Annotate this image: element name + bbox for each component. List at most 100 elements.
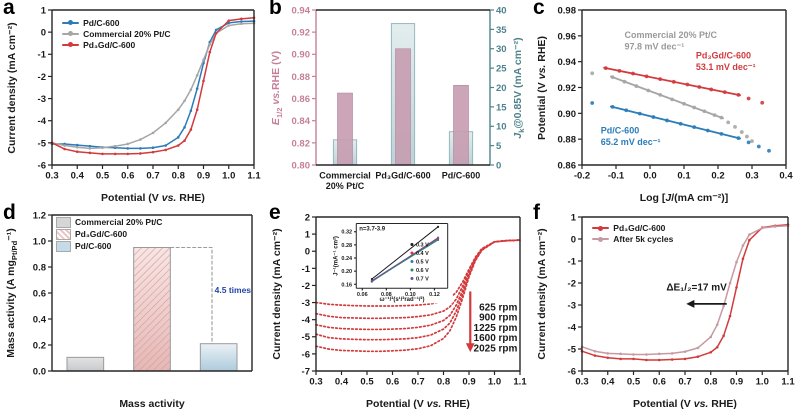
svg-text:97.8 mV dec⁻¹: 97.8 mV dec⁻¹ (625, 41, 685, 51)
panel-letter-f: f (533, 201, 540, 224)
svg-text:0.5: 0.5 (96, 171, 110, 182)
svg-text:0.94: 0.94 (558, 57, 577, 68)
svg-text:-4: -4 (38, 116, 47, 127)
svg-text:4.5 times: 4.5 times (215, 285, 252, 295)
panel-e: e 0.3 0.4 0.5 0.6 0.7 0.8 0.9 1.0 1.1 -7 -6 -5 -4 -3 -… (266, 201, 530, 411)
svg-text:ω⁻¹/²(s¹/²rad⁻¹/²): ω⁻¹/²(s¹/²rad⁻¹/²) (379, 296, 424, 303)
svg-text:0.6: 0.6 (121, 171, 134, 182)
svg-text:1.0: 1.0 (222, 171, 235, 182)
chart-b-halfwave-kinetic-bars: 0.80 0.82 0.84 0.86 0.88 0.90 0.92 0.94 0 5 10 15 20… (266, 0, 530, 210)
x-axis-label-c: Log [J/(mA cm⁻²)] (639, 192, 729, 204)
svg-text:0.16: 0.16 (341, 282, 352, 288)
svg-text:0.7: 0.7 (678, 377, 691, 388)
svg-text:0.88: 0.88 (558, 135, 577, 146)
legend-label: Pd₃Gd/C-600 (83, 39, 136, 50)
svg-text:-5: -5 (302, 332, 311, 343)
legend-label: Pd/C-600 (75, 241, 112, 252)
svg-text:20: 20 (496, 83, 507, 94)
svg-text:0.3: 0.3 (45, 171, 58, 182)
svg-text:0.3: 0.3 (745, 171, 758, 182)
svg-text:40: 40 (496, 5, 507, 16)
svg-text:0.3: 0.3 (309, 377, 322, 388)
svg-text:0.92: 0.92 (292, 28, 311, 39)
svg-text:0.3 V: 0.3 V (416, 242, 429, 248)
svg-text:-0.1: -0.1 (608, 171, 625, 182)
legend-item: Commercial 20% Pt/C (62, 29, 171, 39)
svg-text:0.86: 0.86 (292, 94, 311, 105)
svg-text:-2: -2 (38, 72, 46, 83)
svg-text:-5: -5 (568, 344, 577, 355)
svg-text:0: 0 (41, 28, 46, 39)
svg-text:0.8: 0.8 (437, 377, 450, 388)
svg-text:-6: -6 (302, 349, 310, 360)
svg-text:25: 25 (496, 64, 507, 75)
y-axis-label-e: Current density (mA cm⁻²) (271, 228, 283, 360)
panel-letter-e: e (269, 201, 281, 224)
chart-svg-f: 0.3 0.4 0.5 0.6 0.7 0.8 0.9 1.0 1.1 -6 -5 -4 -3 -2 -1 0… (568, 212, 796, 388)
svg-text:Commercial 20% Pt/C: Commercial 20% Pt/C (625, 30, 718, 40)
legend-swatch-icon (56, 216, 71, 228)
svg-text:-6: -6 (38, 160, 46, 171)
panel-letter-a: a (3, 0, 15, 19)
y-axis-label-a: Current density (mA cm⁻²) (6, 22, 18, 154)
svg-text:-3: -3 (38, 94, 46, 105)
svg-text:0.0: 0.0 (643, 171, 656, 182)
svg-text:2: 2 (305, 212, 310, 223)
svg-text:-3: -3 (302, 298, 310, 309)
svg-text:0.20: 0.20 (341, 269, 352, 275)
svg-text:0.06: 0.06 (357, 292, 368, 298)
legend-swatch-icon (62, 31, 80, 37)
svg-text:0.08: 0.08 (381, 292, 392, 298)
svg-text:65.2 mV dec⁻¹: 65.2 mV dec⁻¹ (601, 137, 661, 147)
svg-text:20% Pt/C: 20% Pt/C (326, 181, 365, 191)
svg-text:0.2: 0.2 (711, 171, 724, 182)
legend-item: After 5k cycles (592, 234, 673, 244)
svg-text:0.8: 0.8 (33, 262, 46, 273)
svg-text:0.7 V: 0.7 V (416, 276, 429, 282)
legend-item: Commercial 20% Pt/C (56, 216, 162, 228)
legend-item: Pd₃Gd/C-600 (56, 228, 162, 240)
svg-text:-2: -2 (302, 281, 310, 292)
svg-text:0.3: 0.3 (575, 377, 588, 388)
svg-text:0.7: 0.7 (146, 171, 159, 182)
svg-text:0.9: 0.9 (462, 377, 475, 388)
svg-text:0.4: 0.4 (601, 377, 615, 388)
panel-b: b 0.80 0.82 0.84 0.86 0.88 0.90 0.92 0.94 0 5 10 15… (266, 0, 530, 205)
svg-text:0.6 V: 0.6 V (416, 268, 429, 274)
svg-text:-3: -3 (568, 300, 576, 311)
svg-text:-1: -1 (38, 50, 47, 61)
svg-text:0.6: 0.6 (386, 377, 399, 388)
svg-text:10: 10 (496, 122, 507, 133)
svg-text:Pd₃Gd/C-600: Pd₃Gd/C-600 (696, 50, 751, 60)
svg-text:2025 rpm: 2025 rpm (474, 343, 518, 354)
x-axis-label-e: Potential (V vs. RHE) (366, 398, 470, 410)
svg-text:0.82: 0.82 (292, 138, 311, 149)
svg-text:-6: -6 (568, 366, 576, 377)
legend-a: Pd/C-600 Commercial 20% Pt/C Pd₃Gd/C-600 (62, 17, 171, 50)
svg-text:ΔE₁/₂=17 mV: ΔE₁/₂=17 mV (666, 283, 727, 294)
legend-swatch-icon (56, 228, 71, 240)
legend-label: Pd/C-600 (83, 17, 120, 28)
svg-text:0.98: 0.98 (558, 5, 577, 16)
svg-text:0.28: 0.28 (341, 243, 352, 249)
legend-item: Pd/C-600 (56, 240, 162, 252)
legend-swatch-icon (62, 42, 80, 48)
legend-swatch-icon (56, 240, 71, 252)
chart-f-durability-lsv: 0.3 0.4 0.5 0.6 0.7 0.8 0.9 1.0 1.1 -6 -5 -4 -3 -2 -1 0… (530, 205, 798, 411)
svg-text:1.0: 1.0 (756, 377, 769, 388)
y-axis-label-b-right: Jk@0.85V (mA cm⁻²) (511, 37, 527, 139)
svg-text:625 rpm: 625 rpm (479, 302, 517, 313)
svg-text:1: 1 (305, 230, 311, 241)
chart-svg-a: 0.3 0.4 0.5 0.6 0.7 0.8 0.9 1.0 1.1 -6 -5 -4 -3 -2 -1 0… (38, 5, 262, 182)
svg-text:Commercial: Commercial (319, 171, 371, 181)
svg-text:5: 5 (496, 141, 502, 152)
legend-swatch-icon (592, 236, 610, 242)
svg-text:0.10: 0.10 (405, 292, 416, 298)
svg-text:0.5 V: 0.5 V (416, 259, 429, 265)
svg-text:0.5: 0.5 (360, 377, 374, 388)
svg-text:53.1 mV dec⁻¹: 53.1 mV dec⁻¹ (696, 62, 756, 72)
svg-text:-7: -7 (302, 366, 310, 377)
svg-text:0.88: 0.88 (292, 72, 311, 83)
legend-d: Commercial 20% Pt/C Pd₃Gd/C-600 Pd/C-600 (56, 216, 162, 252)
y-axis-label-b-left: E1/2 vs.RHE (V) (269, 50, 285, 126)
